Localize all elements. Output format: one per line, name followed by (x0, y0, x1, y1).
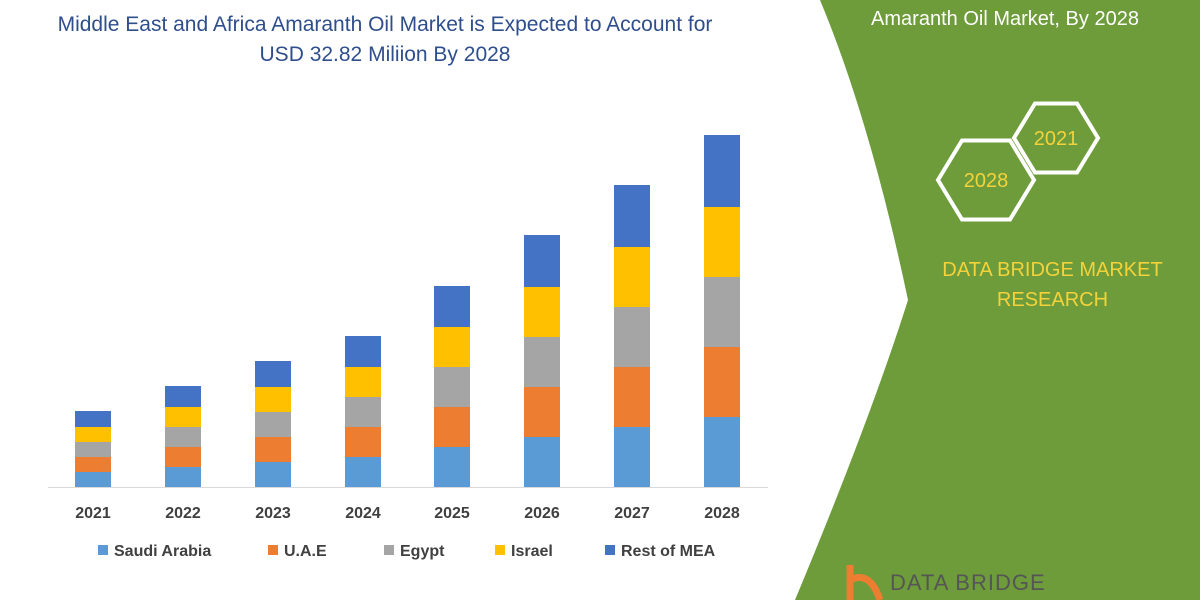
bar-2021-rest-of-mea (75, 411, 111, 427)
bar-2028-egypt (704, 277, 740, 347)
background: 2021 2028 (795, 0, 1200, 600)
hex-2028-label: 2028 (964, 170, 1009, 192)
x-tick-2028: 2028 (704, 505, 740, 522)
bar-2027-egypt (614, 307, 650, 367)
bars (48, 135, 768, 488)
x-tick-2026: 2026 (524, 505, 560, 522)
bar-2026-egypt (524, 337, 560, 387)
bar-2028-rest-of-mea (704, 135, 740, 207)
bar-2024-saudi-arabia (345, 457, 381, 487)
panel-title: Amaranth Oil Market, By 2028 (871, 8, 1139, 30)
bar-2025-egypt (434, 367, 470, 407)
hex-2021-label: 2021 (1034, 128, 1079, 150)
bar-2023-rest-of-mea (255, 361, 291, 387)
bar-2024-u-a-e (345, 427, 381, 457)
hex-2028-hexagon-icon (935, 138, 1037, 222)
bar-2026-israel (524, 287, 560, 337)
legend: Saudi Arabia U.A.E Egypt Israel Rest of MEA (98, 543, 716, 560)
bar-2025-saudi-arabia (434, 447, 470, 487)
bar-2027-u-a-e (614, 367, 650, 427)
bar-2026-u-a-e (524, 387, 560, 437)
bar-2024-rest-of-mea (345, 336, 381, 367)
bar-2023-saudi-arabia (255, 462, 291, 487)
bar-2026-saudi-arabia (524, 437, 560, 487)
legend-swatch-1 (268, 545, 278, 555)
x-tick-2021: 2021 (75, 505, 111, 522)
x-tick-2024: 2024 (345, 505, 381, 522)
bar-2028-u-a-e (704, 347, 740, 417)
bar-2024-egypt (345, 397, 381, 427)
chart-title: Middle East and Africa Amaranth Oil Mark… (57, 13, 713, 66)
hex-2021-hexagon-icon (1011, 101, 1101, 175)
logo-icon (846, 565, 884, 600)
bar-2022-rest-of-mea (165, 386, 201, 407)
green-panel (795, 0, 1200, 600)
bar-2023-egypt (255, 412, 291, 437)
bar-2027-saudi-arabia (614, 427, 650, 487)
legend-swatch-4 (605, 545, 615, 555)
bar-2025-u-a-e (434, 407, 470, 447)
bar-2021-u-a-e (75, 457, 111, 472)
bar-2024-israel (345, 367, 381, 397)
x-tick-2027: 2027 (614, 505, 650, 522)
legend-swatch-3 (495, 545, 505, 555)
bar-2023-u-a-e (255, 437, 291, 462)
bar-2025-israel (434, 327, 470, 367)
legend-swatch-0 (98, 545, 108, 555)
bar-2022-israel (165, 407, 201, 427)
brand-name: DATA BRIDGE MARKET RESEARCH (942, 259, 1163, 311)
legend-label-2: Egypt (400, 543, 445, 560)
bar-2021-israel (75, 427, 111, 442)
bar-2021-saudi-arabia (75, 472, 111, 487)
bar-2022-saudi-arabia (165, 467, 201, 487)
bar-2022-egypt (165, 427, 201, 447)
x-tick-labels: 2021 2022 2023 2024 2025 2026 2027 2028 (75, 505, 740, 522)
legend-label-0: Saudi Arabia (114, 543, 211, 560)
bar-2028-israel (704, 207, 740, 277)
bar-2025-rest-of-mea (434, 286, 470, 327)
logo-text: DATA BRIDGE (890, 570, 1046, 595)
bar-2022-u-a-e (165, 447, 201, 467)
x-tick-2023: 2023 (255, 505, 291, 522)
x-tick-2025: 2025 (434, 505, 470, 522)
bar-2027-rest-of-mea (614, 185, 650, 247)
legend-label-3: Israel (511, 543, 553, 560)
bar-2026-rest-of-mea (524, 235, 560, 287)
bar-2027-israel (614, 247, 650, 307)
bar-2023-israel (255, 387, 291, 412)
legend-label-1: U.A.E (284, 543, 327, 560)
bar-2028-saudi-arabia (704, 417, 740, 487)
legend-swatch-2 (384, 545, 394, 555)
x-tick-2022: 2022 (165, 505, 201, 522)
legend-label-4: Rest of MEA (621, 543, 716, 560)
bar-2021-egypt (75, 442, 111, 457)
